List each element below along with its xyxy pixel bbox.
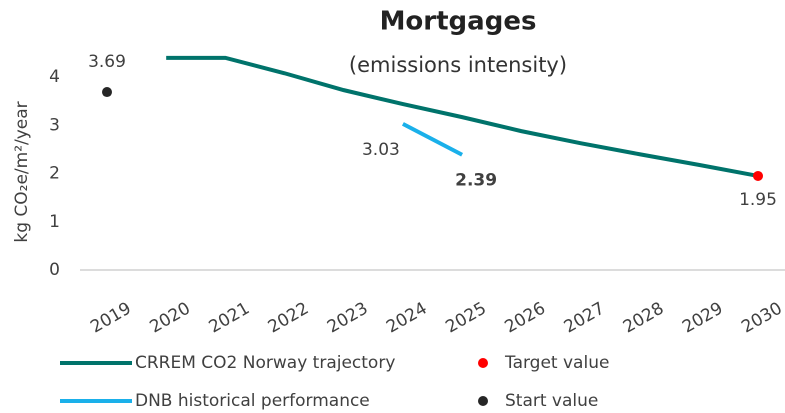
x-tick-label: 2027 <box>561 299 608 338</box>
legend-label: DNB historical performance <box>135 391 370 411</box>
x-tick-label: 2025 <box>442 299 489 338</box>
x-tick-label: 2021 <box>206 299 253 338</box>
data-label: 2.39 <box>455 171 497 191</box>
x-tick-label: 2024 <box>383 299 430 338</box>
legend-swatch <box>478 396 488 406</box>
x-tick-label: 2030 <box>738 299 785 338</box>
x-tick-label: 2023 <box>324 299 371 338</box>
legend-swatch <box>478 358 488 368</box>
point <box>753 170 763 181</box>
y-tick-label: 4 <box>49 67 60 87</box>
data-label: 3.03 <box>362 140 400 160</box>
data-label: 3.69 <box>88 52 126 72</box>
chart-title: Mortgages <box>380 7 537 37</box>
x-tick-label: 2028 <box>620 299 667 338</box>
y-tick-label: 3 <box>49 115 60 135</box>
x-tick-label: 2022 <box>265 299 312 338</box>
point <box>102 87 112 98</box>
y-tick-label: 1 <box>49 212 60 232</box>
line-series <box>166 55 759 178</box>
legend-label: CRREM CO2 Norway trajectory <box>135 353 395 373</box>
legend-label: Start value <box>505 391 598 411</box>
data-label: 1.95 <box>739 190 777 210</box>
x-tick-label: 2020 <box>146 299 193 338</box>
chart-subtitle: (emissions intensity) <box>349 53 567 77</box>
x-tick-label: 2029 <box>679 299 726 338</box>
line-series <box>401 122 464 157</box>
y-tick-label: 2 <box>49 164 60 184</box>
x-tick-label: 2026 <box>502 299 549 338</box>
legend-label: Target value <box>504 353 609 373</box>
y-axis-label: kg CO₂e/m²/year <box>12 101 32 242</box>
x-tick-label: 2019 <box>87 299 134 338</box>
y-tick-label: 0 <box>49 260 60 280</box>
